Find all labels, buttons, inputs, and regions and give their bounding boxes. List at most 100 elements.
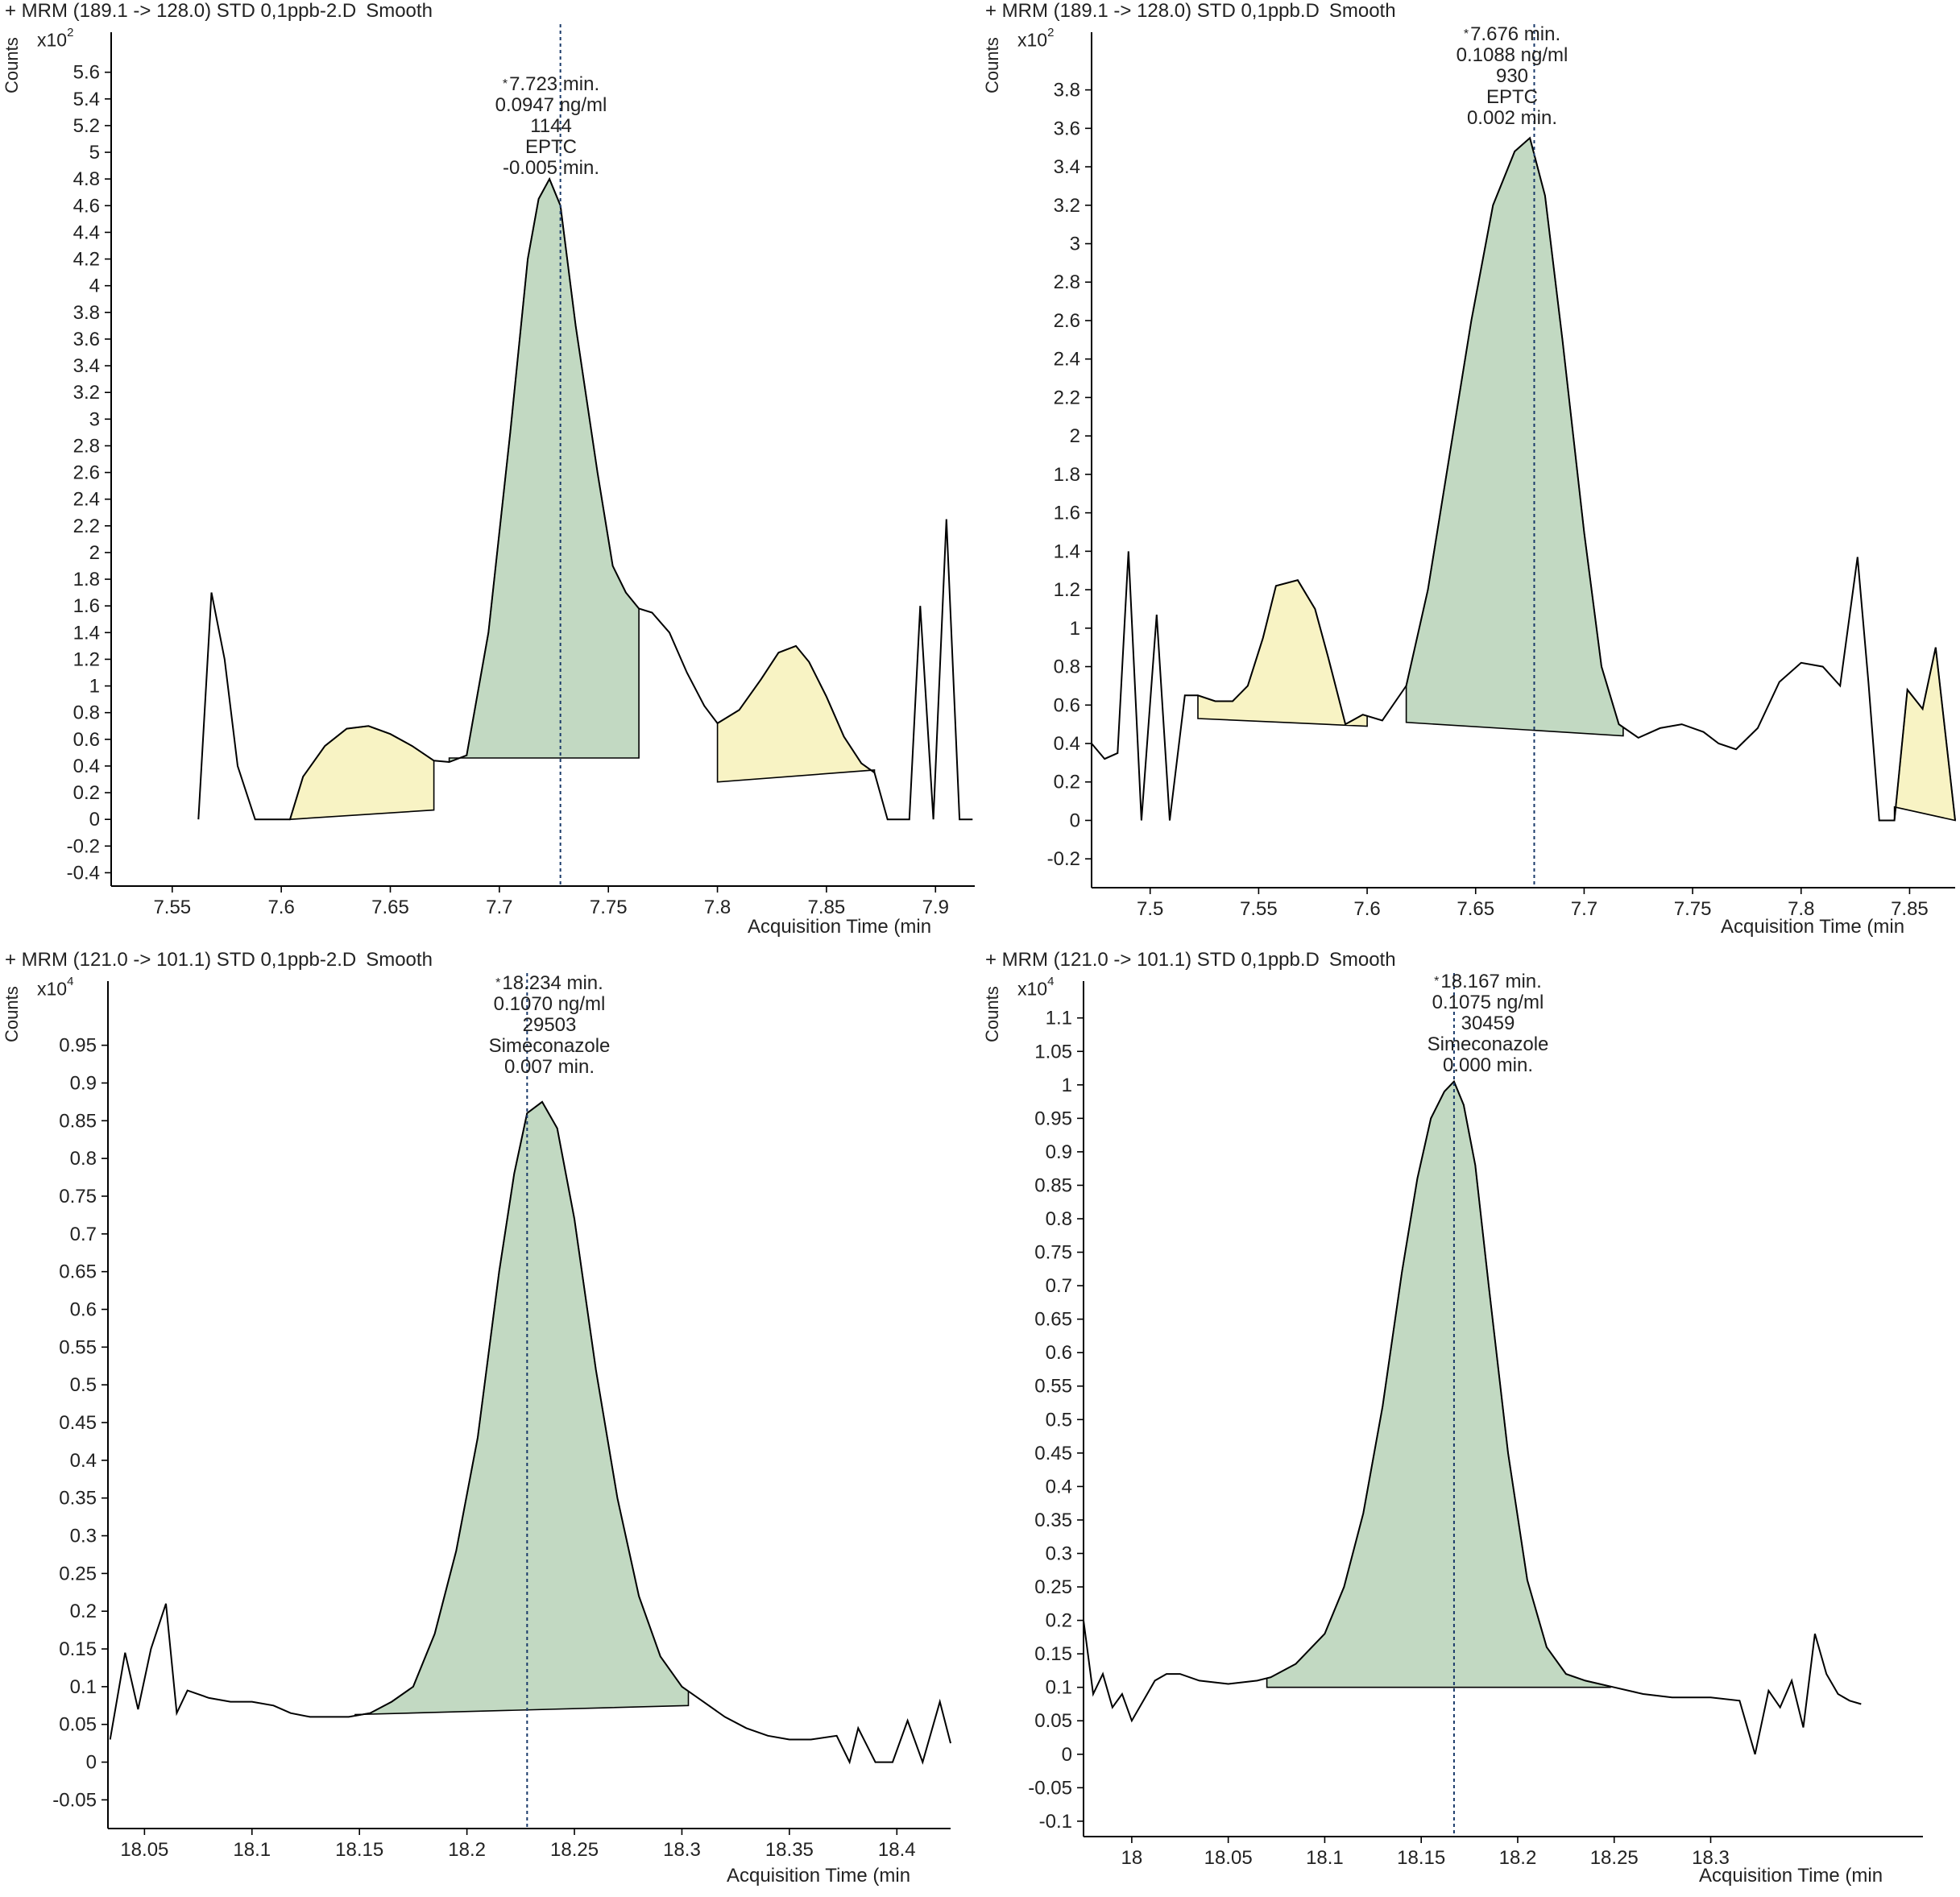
- y-tick-label: 2.4: [1054, 349, 1080, 371]
- y-tick-label: 1.2: [73, 648, 100, 670]
- chart-panel-1: -0.4 -0.2 0 0.2 0.4 0.6 0.8 1 1.2 1.4 1.6 1.8 2 2.2 2.…: [0, 0, 980, 948]
- y-tick-label: -0.1: [1039, 1811, 1072, 1833]
- y-multiplier: x102: [37, 26, 73, 52]
- annotation-conc: 0.1070 ng/ml: [493, 993, 606, 1015]
- y-tick-label: 2: [1070, 425, 1080, 447]
- y-tick-label: 3.4: [73, 355, 100, 377]
- y-tick-label: 2.8: [73, 435, 100, 457]
- y-tick-label: -0.2: [1047, 848, 1080, 870]
- x-tick-label: 18.25: [550, 1839, 599, 1861]
- annotation-area: 29503: [522, 1014, 577, 1036]
- chart-title: + MRM (121.0 -> 101.1) STD 0,1ppb.D Smoot…: [985, 949, 1396, 971]
- annotation-area: 1144: [530, 115, 572, 137]
- y-tick-label: 0.25: [59, 1563, 97, 1584]
- chart-title-text: + MRM (121.0 -> 101.1) STD 0,1ppb.D: [985, 949, 1320, 971]
- chart-panel-3: -0.05 0 0.05 0.1 0.15 0.2 0.25 0.3 0.35 0.4 0.45 0.…: [0, 949, 980, 1897]
- y-tick-label: 5: [89, 142, 100, 164]
- y-tick-label: 0.15: [59, 1638, 97, 1660]
- peak-annotation: *18.167 min. 0.1075 ng/ml 30459 Simecona…: [1367, 971, 1609, 1076]
- y-tick-label: 3.2: [73, 382, 100, 404]
- x-tick-label: 7.85: [808, 897, 846, 918]
- y-tick-label: 4: [89, 275, 100, 297]
- y-tick-label: 0.75: [59, 1186, 97, 1207]
- y-tick-label: 3.2: [1054, 195, 1080, 217]
- x-tick-label: 18.15: [1397, 1847, 1445, 1869]
- y-tick-label: 0.65: [59, 1261, 97, 1283]
- y-tick-label: -0.05: [1028, 1777, 1072, 1799]
- y-tick-label: 0: [1062, 1744, 1072, 1766]
- x-tick-label: 7.5: [1137, 898, 1163, 920]
- y-tick-label: 0.95: [1034, 1108, 1072, 1129]
- x-tick-label: 7.75: [1674, 898, 1712, 920]
- y-axis-label: Counts: [2, 986, 22, 1042]
- y-tick-label: 0.8: [1046, 1208, 1072, 1230]
- y-tick-label: 0.55: [1034, 1376, 1072, 1398]
- y-tick-label: 0.4: [73, 756, 100, 777]
- chart-plot-3: -0.05 0 0.05 0.1 0.15 0.2 0.25 0.3 0.35 0.4 0.45 0.…: [52, 973, 951, 1861]
- chart-title-text: + MRM (189.1 -> 128.0) STD 0,1ppb-2.D: [5, 0, 357, 22]
- y-tick-label: 0.4: [70, 1450, 97, 1472]
- y-axis-label: Counts: [982, 986, 1002, 1042]
- x-tick-label: 18.15: [335, 1839, 383, 1861]
- y-tick-label: 0.35: [1034, 1510, 1072, 1531]
- y-tick-label: 0.85: [59, 1110, 97, 1132]
- y-tick-label: 0.45: [59, 1412, 97, 1434]
- y-tick-label: 1.8: [73, 569, 100, 590]
- y-tick-label: 0.2: [73, 782, 100, 804]
- y-tick-label: 0.9: [1046, 1141, 1072, 1163]
- annotation-rt: *18.234 min.: [495, 972, 603, 994]
- y-axis-label: Counts: [982, 37, 1002, 93]
- x-tick-label: 7.9: [922, 897, 949, 918]
- y-multiplier-exp: 4: [1047, 975, 1055, 988]
- x-axis-label: Acquisition Time (min: [1699, 1865, 1883, 1887]
- y-tick-label: 0.85: [1034, 1174, 1072, 1196]
- annotation-conc: 0.1088 ng/ml: [1456, 44, 1568, 66]
- y-tick-label: 3.8: [73, 302, 100, 324]
- y-tick-label: 5.6: [73, 62, 100, 84]
- x-tick-label: 18: [1121, 1847, 1143, 1869]
- y-tick-label: 2: [89, 542, 100, 564]
- annotation-compound: Simeconazole: [488, 1035, 611, 1057]
- x-tick-label: 7.6: [267, 897, 294, 918]
- y-tick-label: 4.8: [73, 168, 100, 190]
- y-multiplier: x104: [1017, 975, 1055, 1000]
- y-tick-label: 5.2: [73, 115, 100, 137]
- y-tick-label: 0.6: [1054, 694, 1080, 716]
- y-multiplier-base: x10: [37, 29, 68, 51]
- peak-annotation: *18.234 min. 0.1070 ng/ml 29503 Simecona…: [429, 973, 670, 1078]
- y-tick-label: 0.9: [70, 1072, 97, 1094]
- annotation-area: 30459: [1461, 1013, 1515, 1034]
- y-tick-label: 1.4: [73, 622, 100, 644]
- x-tick-label: 18.05: [120, 1839, 168, 1861]
- y-tick-label: 3.4: [1054, 156, 1080, 178]
- chart-plot-2: -0.2 0 0.2 0.4 0.6 0.8 1 1.2 1.4 1.6 1.8 2 2.2 2.4 2.6…: [1047, 24, 1956, 920]
- annotation-delta: 0.000 min.: [1442, 1054, 1534, 1076]
- chart-panel-2: -0.2 0 0.2 0.4 0.6 0.8 1 1.2 1.4 1.6 1.8 2 2.2 2.4 2.6…: [980, 0, 1960, 948]
- y-tick-label: 1: [89, 676, 100, 698]
- peak-annotation: *7.676 min. 0.1088 ng/ml 930 EPTC 0.002 …: [1391, 24, 1633, 129]
- annotation-delta: 0.007 min.: [503, 1056, 595, 1078]
- chromatogram-trace: [197, 176, 973, 821]
- chart-plot-4: -0.1 -0.05 0 0.05 0.1 0.15 0.2 0.25 0.3 0.35 0.4 0.…: [1028, 973, 1923, 1869]
- y-multiplier-exp: 2: [1047, 26, 1055, 39]
- y-multiplier-base: x10: [37, 978, 68, 1000]
- y-tick-label: -0.4: [67, 862, 100, 884]
- x-tick-label: 18.3: [663, 1839, 701, 1861]
- minor-peak-area: [288, 725, 435, 821]
- y-tick-label: 4.2: [73, 249, 100, 271]
- x-tick-label: 18.35: [765, 1839, 814, 1861]
- y-tick-label: 0.8: [73, 702, 100, 724]
- y-tick-label: 0.05: [1034, 1710, 1072, 1732]
- y-tick-label: 1.05: [1034, 1041, 1072, 1062]
- y-tick-label: 0.1: [1046, 1677, 1072, 1699]
- x-tick-label: 7.7: [486, 897, 512, 918]
- peak-annotation: *7.723 min. 0.0947 ng/ml 1144 EPTC -0.00…: [430, 74, 672, 179]
- y-tick-label: 0.2: [1054, 772, 1080, 793]
- y-tick-label: -0.05: [52, 1789, 97, 1811]
- y-tick-label: 0.45: [1034, 1443, 1072, 1464]
- y-tick-label: 0: [86, 1752, 97, 1774]
- chromatogram-trace: [1083, 1079, 1862, 1755]
- annotation-rt: *18.167 min.: [1434, 971, 1542, 992]
- chart-mode: Smooth: [1328, 0, 1396, 22]
- x-tick-label: 18.2: [1499, 1847, 1537, 1869]
